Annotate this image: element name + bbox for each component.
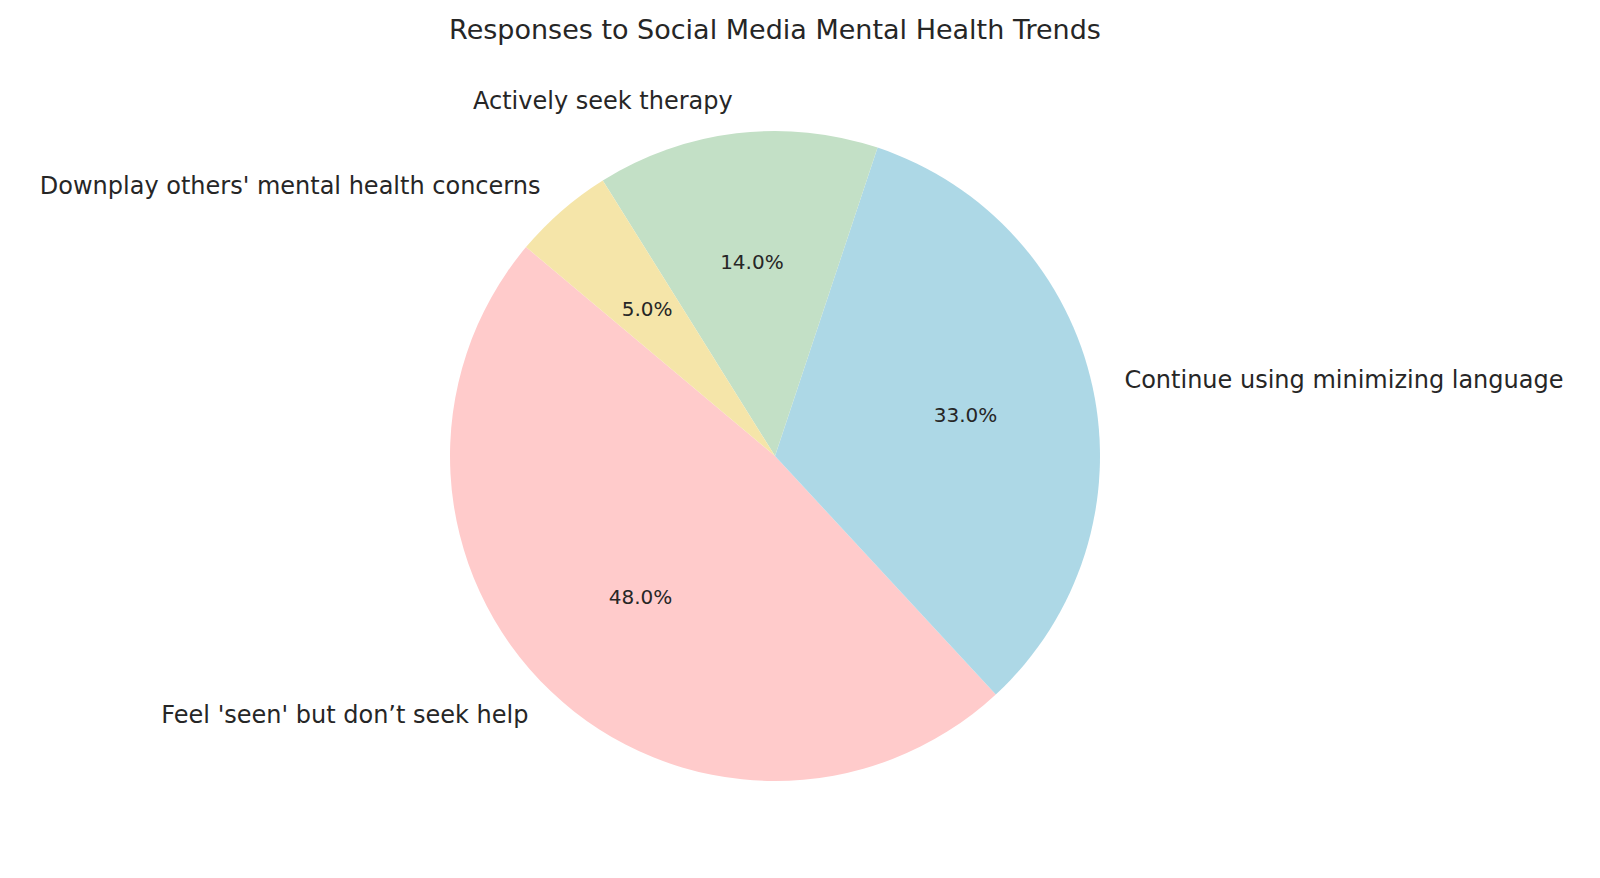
pie-group bbox=[450, 131, 1100, 781]
pie-slice bbox=[526, 180, 775, 456]
data-label: 33.0% bbox=[934, 403, 998, 427]
data-label: 48.0% bbox=[609, 585, 673, 609]
data-label: 5.0% bbox=[622, 297, 673, 321]
chart-svg: Responses to Social Media Mental Health … bbox=[0, 0, 1600, 878]
slice-label: Feel 'seen' but don’t seek help bbox=[161, 701, 528, 729]
chart-title: Responses to Social Media Mental Health … bbox=[449, 14, 1101, 45]
slice-label: Continue using minimizing language bbox=[1124, 366, 1563, 394]
data-label: 14.0% bbox=[720, 250, 784, 274]
slice-label: Actively seek therapy bbox=[473, 87, 733, 115]
slice-label: Downplay others' mental health concerns bbox=[40, 172, 541, 200]
background bbox=[0, 0, 1600, 878]
label-group: Feel 'seen' but don’t seek help Continue … bbox=[40, 87, 1564, 729]
